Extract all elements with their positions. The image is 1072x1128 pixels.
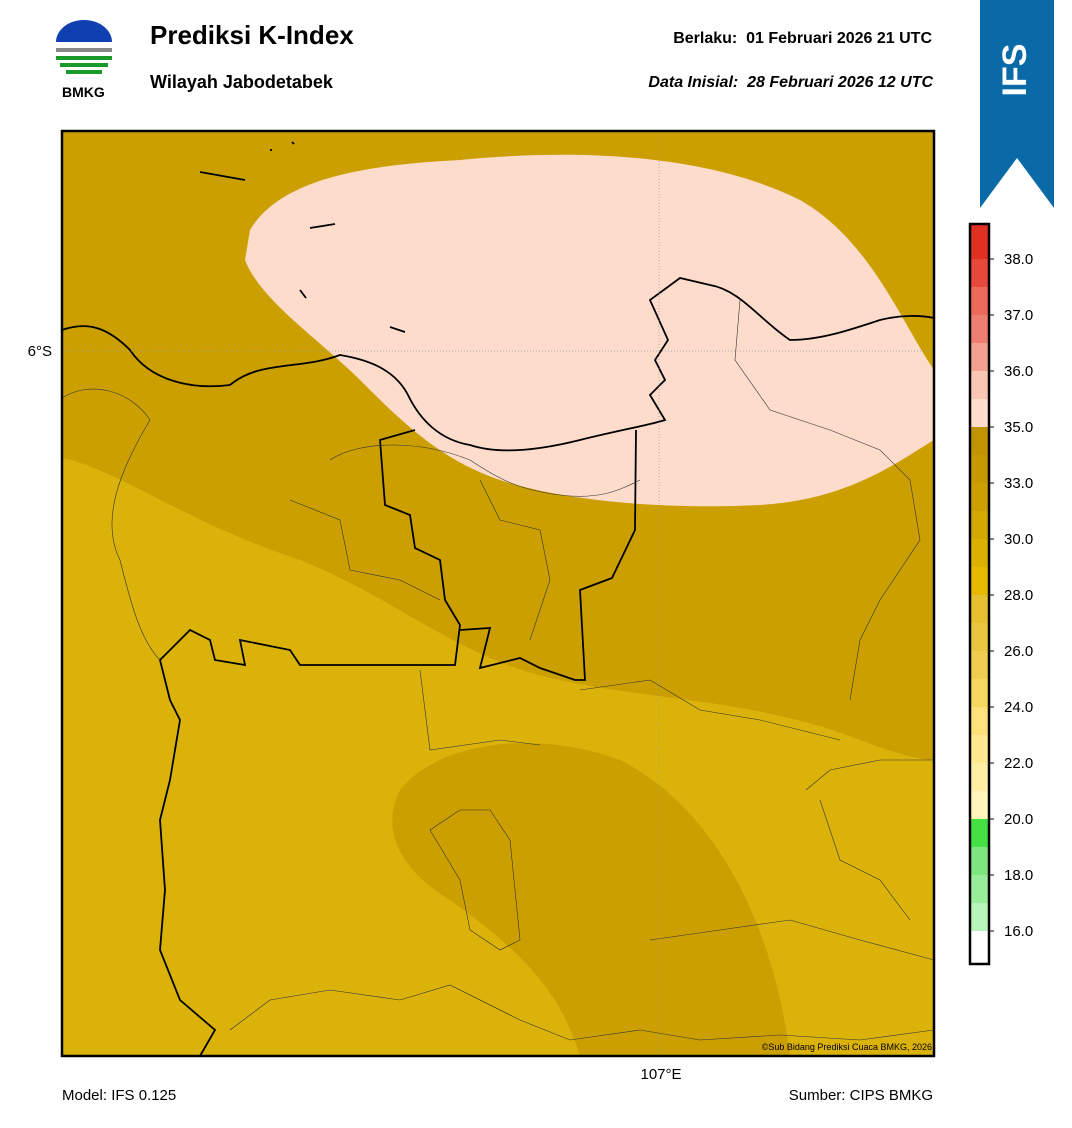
- colorbar-tick-label: 18.0: [1004, 867, 1033, 884]
- colorbar-segment: [970, 343, 989, 371]
- colorbar-segment: [970, 287, 989, 315]
- colorbar-segment: [970, 455, 989, 483]
- valid-label: Berlaku:: [673, 30, 738, 47]
- colorbar-segment: [970, 875, 989, 903]
- colorbar-segment: [970, 315, 989, 343]
- contours: [62, 131, 934, 1056]
- lat-label: 6°S: [28, 343, 52, 360]
- colorbar-segment: [970, 623, 989, 651]
- colorbar-tick-label: 37.0: [1004, 307, 1033, 324]
- colorbar-segment: [970, 259, 989, 287]
- colorbar: 16.0 18.0 20.0 22.0 24.0 26.0 28.0 30.0 33.0 35.0…: [968, 222, 1033, 966]
- logo-mark: [56, 20, 112, 74]
- colorbar-tick-label: 30.0: [1004, 531, 1033, 548]
- colorbar-tick-label: 24.0: [1004, 699, 1033, 716]
- colorbar-segment: [970, 567, 989, 595]
- colorbar-tick-label: 20.0: [1004, 811, 1033, 828]
- colorbar-tick-label: 28.0: [1004, 587, 1033, 604]
- colorbar-segment: [970, 511, 989, 539]
- lon-label: 107°E: [640, 1066, 681, 1083]
- badge: IFS: [980, 0, 1054, 208]
- model: Model: IFS 0.125: [62, 1087, 177, 1104]
- colorbar-tick-label: 35.0: [1004, 419, 1033, 436]
- admin-borders: [62, 299, 934, 1041]
- valid-value: 01 Februari 2026 21 UTC: [746, 30, 932, 47]
- colorbar-frame: [968, 222, 991, 966]
- colorbar-tick-label: 26.0: [1004, 643, 1033, 660]
- init-value: 28 Februari 2026 12 UTC: [747, 74, 933, 91]
- colorbar-tick-label: 33.0: [1004, 475, 1033, 492]
- badge-text: IFS: [996, 44, 1034, 97]
- colorbar-segment: [970, 427, 989, 455]
- coastline: [62, 141, 934, 1056]
- init-time: Data Inisial: 28 Februari 2026 12 UTC: [648, 74, 933, 92]
- map-frame: [60, 129, 936, 1058]
- colorbar-segment: [970, 679, 989, 707]
- colorbar-segment: [970, 903, 989, 931]
- colorbar-segment: [970, 791, 989, 819]
- colorbar-segment: [970, 399, 989, 427]
- colorbar-tick-label: 38.0: [1004, 251, 1033, 268]
- colorbar-tick-label: 36.0: [1004, 363, 1033, 380]
- colorbar-segment: [970, 819, 989, 847]
- logo-text: BMKG: [62, 84, 105, 100]
- colorbar-tick-label: 22.0: [1004, 755, 1033, 772]
- colorbar-segment: [970, 931, 989, 964]
- valid-time: Berlaku: 01 Februari 2026 21 UTC: [673, 30, 932, 48]
- init-label: Data Inisial:: [648, 74, 739, 91]
- colorbar-segment: [970, 707, 989, 735]
- title: Prediksi K-Index: [150, 20, 354, 50]
- colorbar-segment: [970, 735, 989, 763]
- colorbar-segment: [970, 371, 989, 399]
- colorbar-segment: [970, 539, 989, 567]
- credit: ©Sub Bidang Prediksi Cuaca BMKG, 2026: [762, 1042, 932, 1052]
- colorbar-segment: [970, 595, 989, 623]
- colorbar-tick-label: 16.0: [1004, 923, 1033, 940]
- colorbar-segment: [970, 224, 989, 259]
- colorbar-segment: [970, 847, 989, 875]
- colorbar-segment: [970, 763, 989, 791]
- colorbar-segment: [970, 651, 989, 679]
- subtitle: Wilayah Jabodetabek: [150, 72, 333, 92]
- colorbar-segment: [970, 483, 989, 511]
- source: Sumber: CIPS BMKG: [788, 1087, 933, 1104]
